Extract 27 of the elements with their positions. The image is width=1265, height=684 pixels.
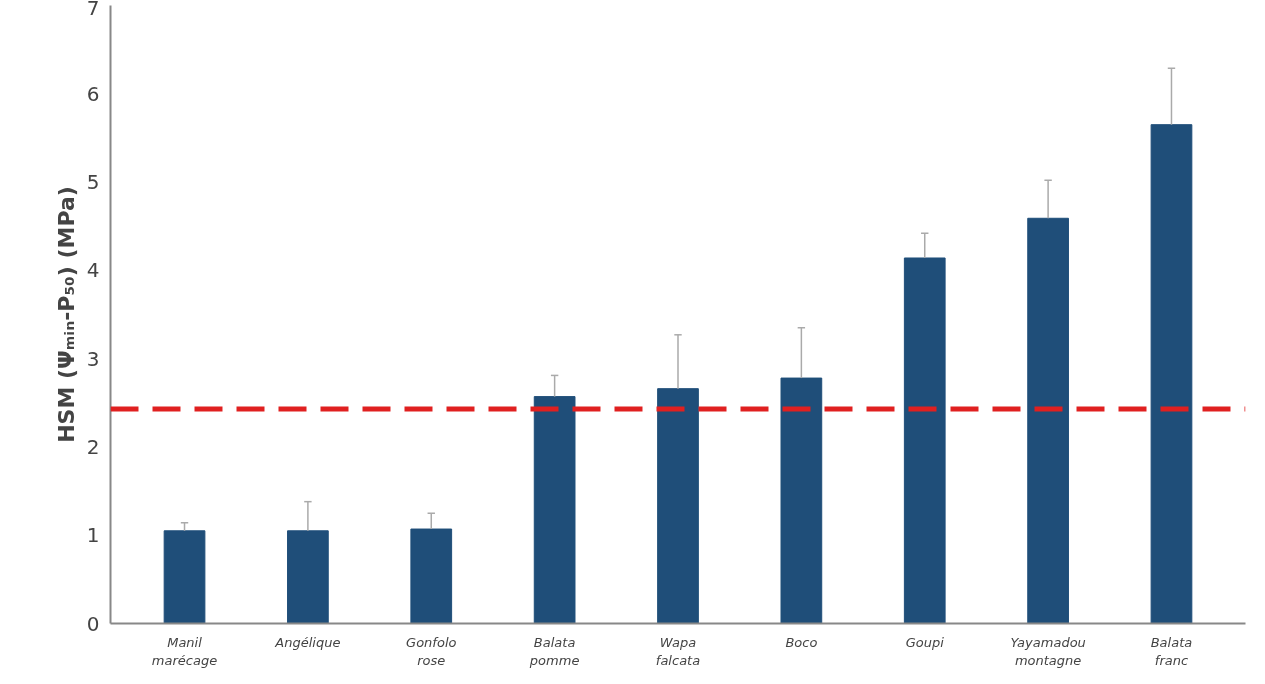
- bar: [410, 528, 453, 624]
- x-tick-label: Manil marécage: [151, 634, 218, 668]
- x-tick-label: Yayamadou montagne: [1010, 634, 1086, 668]
- x-tick-label: Goupi: [905, 634, 945, 650]
- y-axis-title: HSM (Ψₘᵢₙ-P₅₀) (MPa): [53, 186, 79, 443]
- x-tick-label: Balata pomme: [528, 634, 580, 668]
- y-tick-label: 1: [86, 523, 100, 548]
- y-tick-label: 0: [86, 611, 100, 636]
- bar: [657, 388, 699, 624]
- y-tick-label: 2: [86, 434, 100, 459]
- y-tick-label: 3: [86, 346, 100, 371]
- bar: [163, 530, 206, 624]
- x-tick-label: Gonfolo rose: [406, 634, 457, 668]
- y-tick-label: 4: [86, 258, 100, 283]
- bar: [533, 396, 576, 624]
- x-tick-label: Balata franc: [1150, 634, 1193, 668]
- y-tick-label: 7: [86, 0, 100, 20]
- bar: [287, 530, 329, 624]
- y-tick-label: 5: [86, 170, 100, 195]
- bar: [903, 257, 946, 624]
- bar: [780, 377, 823, 624]
- y-tick-label: 6: [86, 81, 100, 106]
- x-tick-label: Angélique: [274, 634, 341, 650]
- x-tick-label: Boco: [785, 634, 818, 650]
- bar: [1027, 217, 1069, 624]
- bar: [1150, 124, 1193, 624]
- x-tick-label: Wapa falcata: [655, 634, 701, 668]
